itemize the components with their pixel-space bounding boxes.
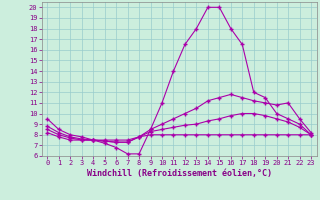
X-axis label: Windchill (Refroidissement éolien,°C): Windchill (Refroidissement éolien,°C) <box>87 169 272 178</box>
